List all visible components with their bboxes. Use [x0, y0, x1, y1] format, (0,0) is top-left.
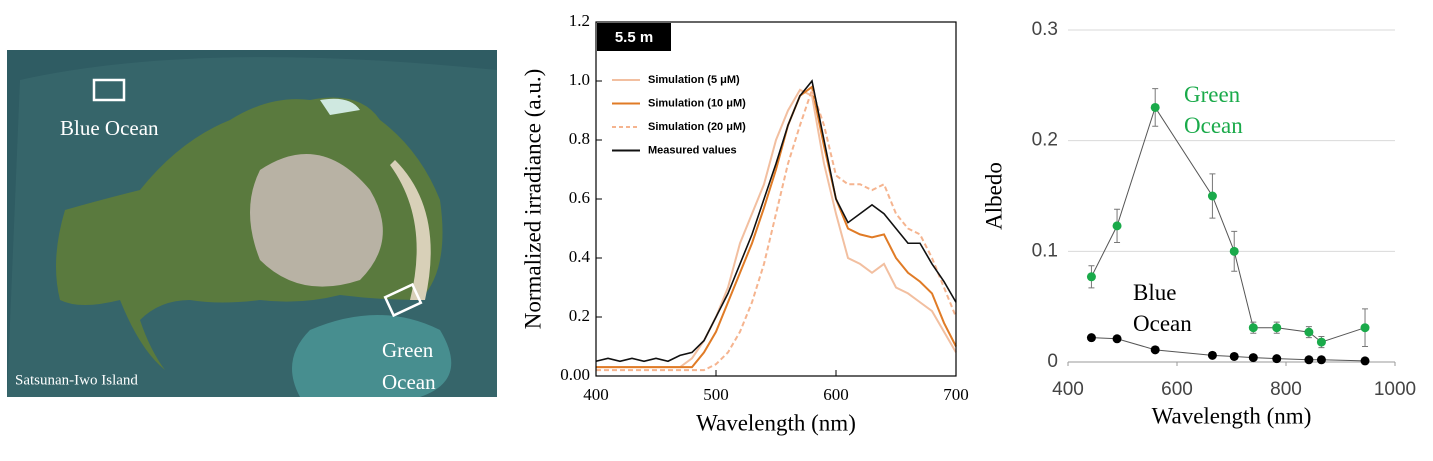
legend-label: Simulation (10 μM)	[648, 97, 746, 109]
y-axis-label: Albedo	[981, 162, 1006, 230]
y-tick-label: 0.2	[1032, 130, 1058, 151]
marker	[1272, 323, 1282, 333]
marker	[1316, 355, 1326, 365]
green-ocean-label: Green	[382, 338, 434, 362]
y-axis-label: Normalized irradiance (a.u.)	[520, 69, 545, 330]
marker	[1086, 272, 1096, 282]
y-tick-label: 0.2	[569, 306, 590, 325]
series-line	[596, 85, 957, 369]
crater	[250, 154, 383, 287]
x-tick-label: 500	[703, 385, 729, 404]
legend-label: Simulation (20 μM)	[648, 121, 746, 133]
series-label-line: Ocean	[1184, 113, 1243, 138]
marker	[1207, 191, 1217, 201]
satellite-image: Blue Ocean Green Ocean Satsunan-Iwo Isla…	[7, 50, 497, 398]
annotation-box	[597, 23, 671, 51]
series-label-line: Blue	[1133, 280, 1176, 305]
y-tick-label: 0.1	[1032, 240, 1058, 261]
legend-label: Measured values	[648, 144, 737, 156]
x-tick-label: 1000	[1374, 379, 1416, 400]
series-line	[596, 86, 957, 372]
green-ocean-label: Ocean	[382, 370, 436, 394]
series-line	[1091, 337, 1366, 362]
y-tick-label: 0.4	[569, 247, 591, 266]
y-tick-label: 0.00	[560, 365, 590, 384]
marker	[1248, 353, 1258, 363]
green-water	[292, 315, 452, 397]
x-tick-label: 600	[823, 385, 849, 404]
marker	[1112, 334, 1122, 344]
marker	[1229, 351, 1239, 361]
x-tick-label: 400	[583, 385, 609, 404]
marker	[1360, 356, 1370, 366]
marker	[1112, 221, 1122, 231]
x-axis-label: Wavelength (nm)	[1152, 403, 1312, 428]
green-box	[383, 282, 423, 318]
y-tick-label: 1.0	[569, 70, 590, 89]
x-tick-label: 400	[1052, 379, 1084, 400]
x-tick-label: 700	[943, 385, 969, 404]
marker	[1086, 333, 1096, 343]
y-tick-label: 0.6	[569, 188, 590, 207]
marker	[1304, 355, 1314, 365]
annotation: 5.5 m	[615, 29, 653, 46]
marker	[1248, 323, 1258, 333]
series-label: Green Ocean	[1184, 82, 1243, 138]
marker	[1360, 323, 1370, 333]
series-label-line: Green	[1184, 82, 1241, 107]
x-tick-label: 600	[1161, 379, 1193, 400]
series-label: Blue Ocean	[1133, 280, 1192, 336]
y-tick-label: 0.8	[569, 129, 590, 148]
marker	[1304, 327, 1314, 337]
island-label: Satsunan-Iwo Island	[15, 372, 138, 388]
series-label-line: Ocean	[1133, 311, 1192, 336]
blue-box	[92, 78, 126, 102]
marker	[1150, 345, 1160, 355]
x-axis-label: Wavelength (nm)	[696, 410, 856, 435]
y-tick-label: 0	[1047, 351, 1058, 372]
beach	[390, 160, 431, 300]
marker	[1207, 350, 1217, 360]
y-tick-label: 0.3	[1032, 19, 1058, 40]
foam	[320, 98, 360, 115]
blue-ocean-label: Blue Ocean	[60, 116, 159, 140]
x-tick-label: 800	[1270, 379, 1302, 400]
marker	[1316, 337, 1326, 347]
series-line	[1090, 106, 1366, 343]
marker	[1272, 354, 1282, 364]
marker	[1150, 102, 1160, 112]
series-line	[595, 79, 957, 363]
y-tick-label: 1.2	[569, 11, 590, 30]
legend-label: Simulation (5 μM)	[648, 74, 740, 86]
marker	[1229, 246, 1239, 256]
island	[56, 97, 443, 370]
